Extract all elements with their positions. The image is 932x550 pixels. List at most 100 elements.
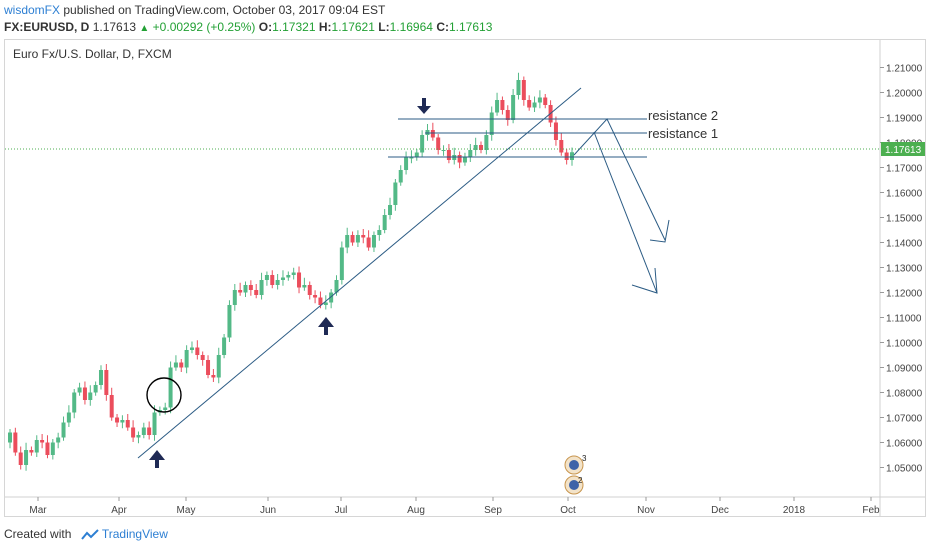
price-tick-label: 1.07000: [886, 414, 923, 425]
footer: Created with TradingView: [4, 524, 168, 544]
candle-body: [307, 285, 312, 295]
candle-body: [195, 347, 200, 355]
candle-body: [50, 442, 55, 455]
candle-body: [109, 395, 114, 418]
candle-body: [446, 150, 451, 160]
candles-group: [8, 72, 574, 471]
candle-body: [355, 235, 360, 243]
time-tick-label: Sep: [484, 505, 502, 516]
candle-body: [211, 375, 216, 378]
candle-body: [302, 285, 307, 288]
time-tick-label: 2018: [783, 505, 806, 516]
candle-body: [495, 100, 500, 113]
candle-body: [334, 280, 339, 293]
candle-body: [189, 347, 194, 350]
price-tick-label: 1.14000: [886, 239, 923, 250]
publish-line: wisdomFX published on TradingView.com, O…: [4, 2, 928, 19]
candle-body: [216, 355, 221, 378]
time-tick-label: Nov: [637, 505, 655, 516]
candle-body: [280, 277, 285, 280]
candle-body: [136, 435, 141, 438]
candle-body: [484, 135, 489, 150]
candle-body: [254, 290, 259, 295]
candle-body: [441, 150, 446, 151]
candle-body: [45, 442, 50, 455]
price-tick-label: 1.12000: [886, 289, 923, 300]
low-label: L:: [378, 20, 390, 34]
highlight-circle[interactable]: [146, 377, 182, 413]
up-triangle-icon: ▲: [139, 23, 150, 34]
event-badge[interactable]: 2: [564, 475, 584, 495]
candle-body: [291, 272, 296, 275]
candle-body: [120, 420, 125, 423]
candle-body: [227, 305, 232, 338]
candle-body: [206, 360, 211, 375]
candle-body: [553, 122, 558, 140]
price-tick-label: 1.17000: [886, 164, 923, 175]
candle-body: [318, 297, 323, 305]
tradingview-link[interactable]: TradingView: [101, 527, 168, 541]
last-price-tag: 1.17613: [881, 142, 925, 156]
candle-body: [382, 215, 387, 230]
candle-body: [98, 370, 103, 385]
author-link[interactable]: wisdomFX: [4, 3, 61, 17]
candle-body: [345, 235, 350, 248]
time-tick-label: Aug: [407, 505, 425, 516]
candle-body: [527, 100, 532, 108]
candle-body: [200, 355, 205, 360]
candle-body: [125, 420, 130, 428]
last-price-tag-label: 1.17613: [885, 145, 922, 156]
candle-body: [329, 292, 334, 303]
price-chart[interactable]: Euro Fx/U.S. Dollar, D, FXCM 1.21000 1.20…: [5, 40, 925, 516]
candle-body: [543, 97, 548, 105]
time-axis[interactable]: Mar Apr May Jun Jul Aug Sep Oct Nov Dec 2018 Feb: [29, 497, 880, 516]
resistance-1-label: resistance 1: [648, 126, 718, 141]
candle-body: [559, 140, 564, 153]
price-tick-label: 1.05000: [886, 464, 923, 475]
candle-body: [131, 427, 136, 438]
created-with-label: Created with: [4, 527, 72, 541]
candle-body: [115, 417, 120, 423]
published-text: published on TradingView.com, October 03…: [63, 3, 386, 17]
time-tick-label: Dec: [711, 505, 729, 516]
price-axis[interactable]: 1.210001.200001.190001.180001.170001.160…: [880, 64, 923, 475]
projection-path-lower[interactable]: [593, 131, 658, 294]
event-badge[interactable]: 3: [564, 454, 587, 475]
candle-body: [516, 80, 521, 95]
candle-body: [248, 285, 253, 290]
candle-body: [24, 450, 29, 465]
price-tick-label: 1.15000: [886, 214, 923, 225]
trendline[interactable]: [137, 87, 582, 459]
candle-body: [521, 80, 526, 100]
price-tick-label: 1.06000: [886, 439, 923, 450]
up-arrow-icon: [149, 450, 165, 468]
event-badge-count: 2: [578, 476, 583, 485]
time-tick-label: Jul: [335, 505, 348, 516]
arrowhead-lower: [631, 267, 658, 294]
close-value: 1.17613: [448, 20, 493, 34]
projection-path-upper[interactable]: [573, 118, 666, 241]
candle-body: [275, 280, 280, 285]
price-tick-label: 1.20000: [886, 89, 923, 100]
chart-frame[interactable]: Euro Fx/U.S. Dollar, D, FXCM 1.21000 1.20…: [4, 39, 926, 517]
candle-body: [82, 387, 87, 400]
candle-body: [40, 440, 45, 443]
candle-body: [500, 100, 505, 110]
time-tick-label: May: [177, 505, 196, 516]
candle-body: [361, 235, 366, 238]
down-arrow-icon: [417, 98, 431, 114]
candle-body: [414, 152, 419, 158]
candle-body: [436, 137, 441, 150]
candle-body: [72, 392, 77, 413]
candle-body: [13, 432, 18, 453]
candle-body: [163, 407, 168, 410]
candle-body: [238, 290, 243, 293]
price-tick-label: 1.11000: [886, 314, 922, 325]
candle-body: [243, 285, 248, 293]
resistance-2-label: resistance 2: [648, 108, 718, 123]
candle-body: [462, 157, 467, 163]
candle-body: [88, 392, 93, 400]
price-change: +0.00292 (+0.25%): [152, 20, 256, 34]
time-tick-label: Apr: [111, 505, 127, 516]
candle-body: [264, 275, 269, 280]
